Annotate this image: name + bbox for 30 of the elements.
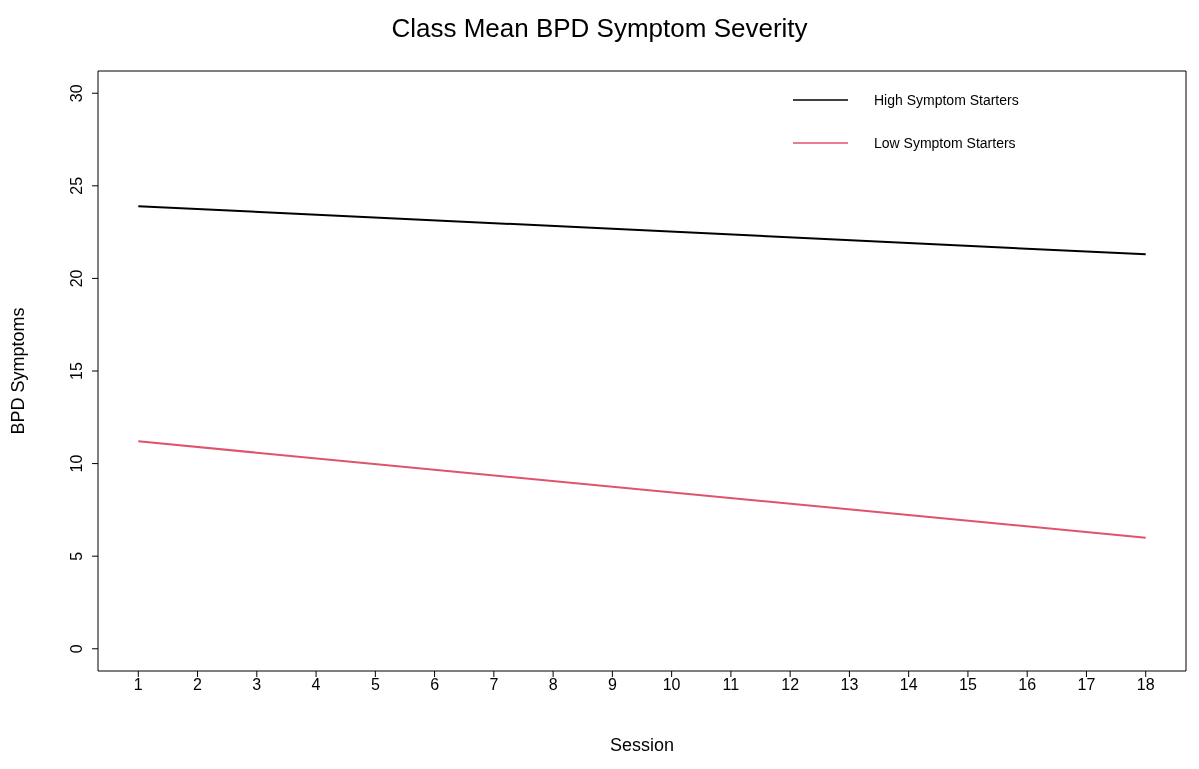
legend-label: High Symptom Starters [874, 91, 1019, 108]
x-tick-label: 7 [489, 676, 499, 694]
x-tick-label: 18 [1136, 676, 1155, 694]
x-tick-label: 12 [781, 676, 800, 694]
chart-title: Class Mean BPD Symptom Severity [390, 12, 809, 45]
y-tick-label: 15 [68, 362, 85, 380]
x-tick-label: 3 [252, 676, 262, 694]
x-tick-label: 9 [607, 676, 617, 694]
y-tick-label: 5 [68, 551, 85, 561]
x-tick-label: 1 [133, 676, 143, 694]
x-tick-label: 10 [662, 676, 681, 694]
x-tick-label: 17 [1077, 676, 1096, 694]
x-tick-label: 2 [193, 676, 203, 694]
x-tick-label: 15 [959, 676, 977, 694]
legend-label: Low Symptom Starters [874, 134, 1016, 151]
x-tick-label: 6 [430, 676, 440, 694]
x-tick-label: 5 [370, 676, 380, 694]
y-tick-label: 20 [68, 269, 85, 288]
x-tick-label: 13 [840, 676, 859, 694]
y-tick-label: 0 [68, 644, 85, 654]
x-tick-label: 16 [1018, 676, 1037, 694]
x-tick-label: 8 [548, 676, 558, 694]
x-tick-label: 14 [899, 676, 918, 694]
y-tick-label: 25 [68, 176, 85, 195]
x-tick-label: 4 [311, 676, 321, 694]
y-tick-label: 10 [68, 454, 85, 473]
x-tick-label: 11 [722, 676, 740, 694]
y-axis-title: BPD Symptoms [8, 307, 29, 435]
x-axis-title: Session [609, 735, 675, 755]
y-tick-label: 30 [68, 84, 85, 103]
